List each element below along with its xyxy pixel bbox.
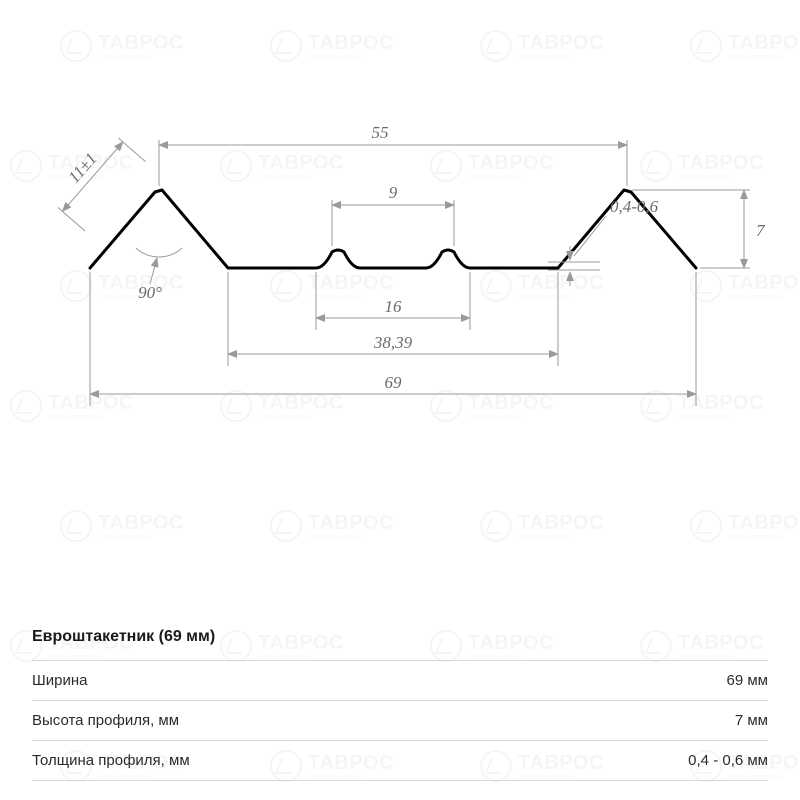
spec-block: Евроштакетник (69 мм) Ширина 69 мм Высот… <box>32 628 768 781</box>
dim-top-span: 55 <box>372 123 389 142</box>
dim-bump-span: 16 <box>385 297 403 316</box>
spec-title: Евроштакетник (69 мм) <box>32 628 768 646</box>
dim-thickness: 0,4-0,6 <box>610 197 659 216</box>
spec-row: Высота профиля, мм 7 мм <box>32 700 768 740</box>
spec-row: Толщина профиля, мм 0,4 - 0,6 мм <box>32 740 768 781</box>
spec-label: Высота профиля, мм <box>32 712 179 729</box>
dim-full-span: 69 <box>385 373 403 392</box>
spec-row: Ширина 69 мм <box>32 660 768 700</box>
spec-label: Ширина <box>32 672 87 689</box>
dim-left-slope: 11±1 <box>64 149 100 187</box>
dim-height: 7 <box>756 221 766 240</box>
dim-angle: 90° <box>138 283 162 302</box>
dim-bump-top: 9 <box>389 183 398 202</box>
spec-label: Толщина профиля, мм <box>32 752 190 769</box>
profile-diagram: 55 11±1 90° 9 0,4-0,6 7 16 38,39 69 <box>0 0 800 540</box>
dim-mid-span: 38,39 <box>373 333 413 352</box>
spec-value: 7 мм <box>735 712 768 729</box>
spec-value: 69 мм <box>727 672 768 689</box>
spec-value: 0,4 - 0,6 мм <box>688 752 768 769</box>
